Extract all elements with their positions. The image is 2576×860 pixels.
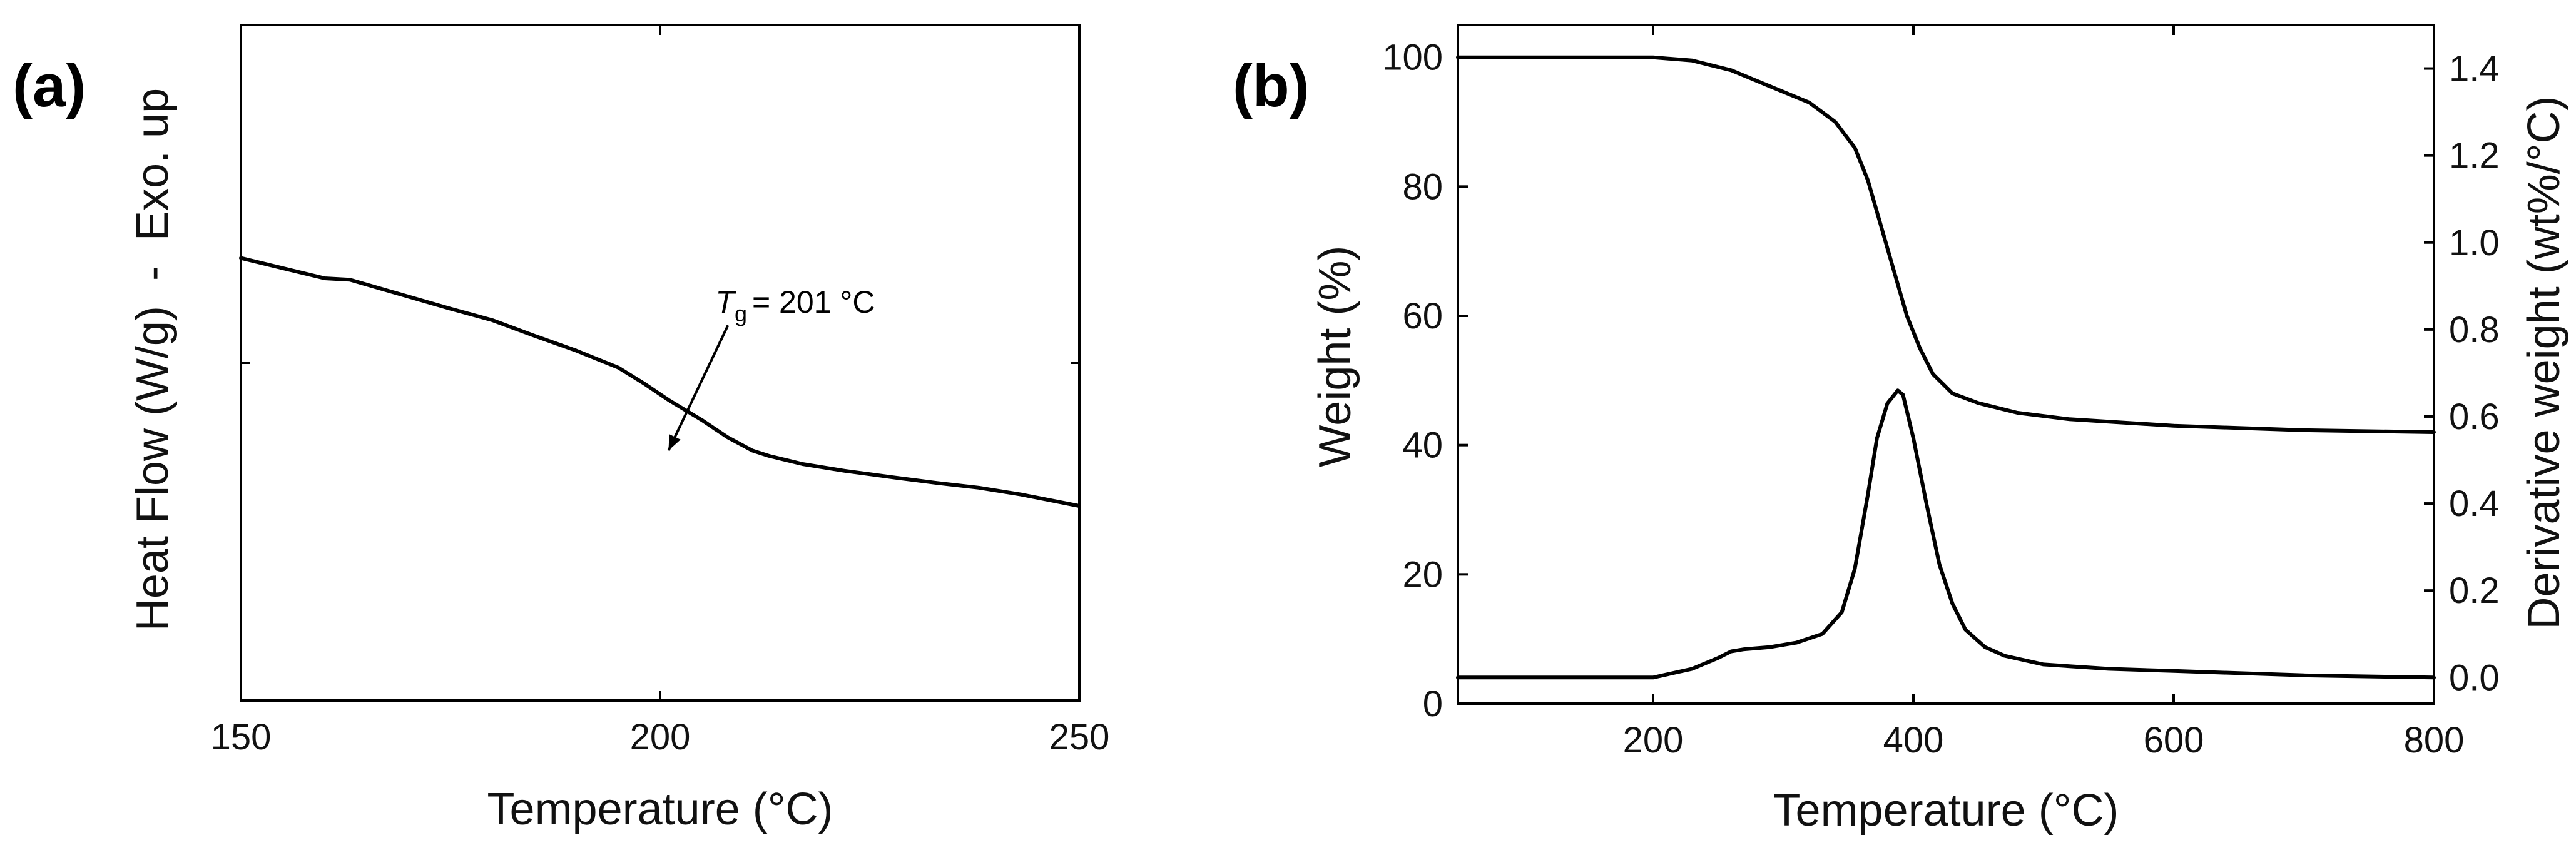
y-tick-label-left: 100	[1382, 38, 1443, 78]
panel-a-label: (a)	[13, 53, 86, 119]
panel-b-ylabel-right: Derivative weight (wt%/°C)	[2519, 96, 2569, 630]
panel-b-curves	[1456, 55, 2436, 680]
x-tick-label: 150	[211, 717, 272, 757]
panel-b-xlabel: Temperature (°C)	[1773, 786, 2119, 836]
y-tick-label-right: 1.2	[2449, 136, 2500, 176]
annotation-subscript: g	[735, 301, 747, 326]
x-tick-label: 200	[1623, 720, 1684, 761]
y-tick-label-left: 0	[1423, 684, 1443, 724]
weight-curve	[1456, 55, 2436, 434]
annotation-arrowhead	[668, 434, 681, 451]
panel-a-tick-labels: 150 200 250	[211, 717, 1110, 757]
x-tick-label: 800	[2404, 720, 2465, 761]
x-tick-label: 250	[1049, 717, 1110, 757]
panel-b-frame	[1457, 24, 2435, 705]
x-tick-label: 600	[2144, 720, 2204, 761]
y-tick-label-left: 20	[1402, 554, 1443, 595]
annotation-symbol: T	[715, 285, 736, 320]
y-tick-label-right: 1.0	[2449, 223, 2500, 263]
y-tick-label-right: 0.8	[2449, 310, 2500, 350]
y-tick-label-left: 40	[1402, 425, 1443, 466]
y-tick-label-right: 0.2	[2449, 570, 2500, 611]
panel-a-ylabel: Heat Flow (W/g) - Exo. up	[128, 88, 178, 631]
panel-b-label: (b)	[1233, 53, 1310, 119]
dsc-curve	[239, 256, 1081, 508]
panel-a-xlabel: Temperature (°C)	[487, 784, 833, 834]
panel-a-ticks	[240, 24, 1081, 702]
panel-a-annotation: Tg = 201 °C	[667, 285, 875, 452]
panel-a-frame	[240, 24, 1081, 702]
y-tick-label-right: 0.6	[2449, 397, 2500, 437]
annotation-value: = 201 °C	[752, 285, 875, 320]
y-tick-label-left: 80	[1402, 166, 1443, 207]
annotation-label: Tg = 201 °C	[715, 285, 875, 326]
panel-b-ticks	[1458, 25, 2435, 705]
annotation-arrow-line	[667, 325, 730, 452]
y-tick-label-right: 0.4	[2449, 483, 2500, 524]
panel-b-tick-labels: 200 400 600 800 0 20 40 60 80 100 0.0 0.2 0.4 0.6 0.8 1…	[1382, 38, 2499, 761]
y-tick-label-right: 0.0	[2449, 657, 2500, 698]
panel-b-ylabel: Weight (%)	[1310, 246, 1360, 468]
derivative-weight-curve	[1456, 388, 2436, 680]
x-tick-label: 400	[1883, 720, 1944, 761]
y-tick-label-left: 60	[1402, 296, 1443, 336]
panel-a-curve	[239, 256, 1081, 508]
panel-a: (a) 150 200 250 Tg = 201 °C Temperature (°C…	[13, 24, 1110, 834]
y-tick-label-right: 1.4	[2449, 49, 2500, 89]
panel-b: (b) 200 400 600 800 0 20 40 60 80 100 0.0 0.2 0.4 0.6…	[1233, 24, 2569, 836]
x-tick-label: 200	[630, 717, 691, 757]
